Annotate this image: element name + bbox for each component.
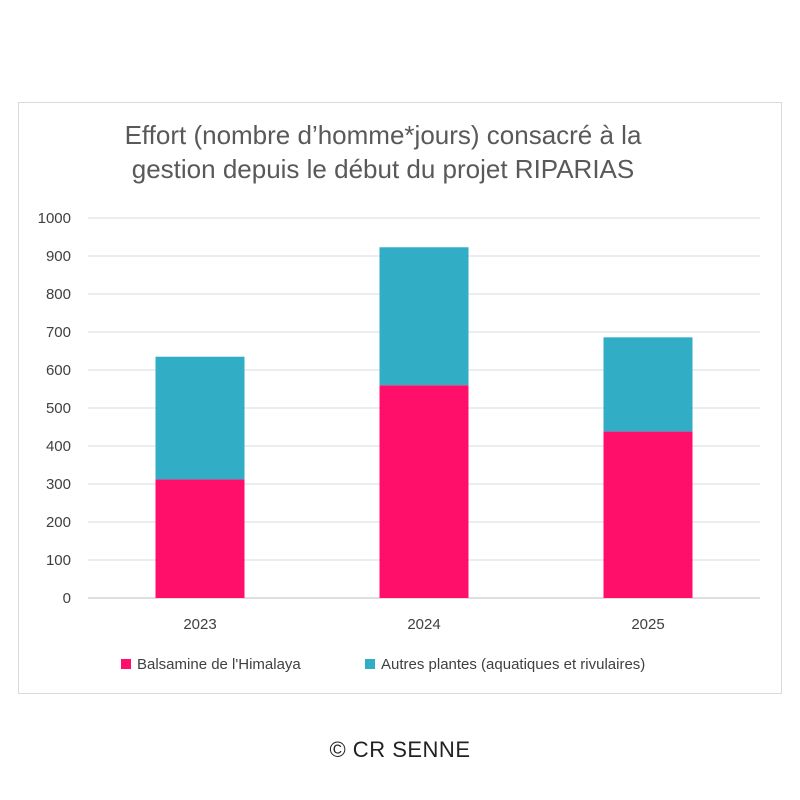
bar-2023-series-1 [155, 479, 245, 598]
y-tick-label: 200 [46, 514, 71, 531]
bar-2023-series-2 [155, 356, 245, 480]
y-tick-label: 0 [63, 590, 71, 607]
y-tick-label: 700 [46, 324, 71, 341]
legend-label-1: Balsamine de l'Himalaya [137, 656, 301, 673]
y-tick-label: 1000 [38, 210, 71, 227]
y-tick-label: 600 [46, 362, 71, 379]
bar-2025-series-1 [603, 431, 693, 598]
y-tick-label: 400 [46, 438, 71, 455]
legend-label-2: Autres plantes (aquatiques et rivulaires… [381, 656, 645, 673]
legend-swatch-1 [121, 659, 131, 669]
y-tick-label: 300 [46, 476, 71, 493]
y-tick-label: 100 [46, 552, 71, 569]
y-tick-label: 900 [46, 248, 71, 265]
copyright-credit: © CR SENNE [329, 737, 471, 762]
bar-2024-series-1 [379, 385, 469, 598]
chart-title-line-1: Effort (nombre d’homme*jours) consacré à… [124, 120, 642, 150]
chart-title: Effort (nombre d’homme*jours) consacré à… [0, 118, 800, 186]
y-tick-label: 500 [46, 400, 71, 417]
y-tick-label: 800 [46, 286, 71, 303]
x-tick-label: 2024 [407, 616, 440, 633]
bar-2025-series-2 [603, 337, 693, 432]
x-tick-label: 2025 [631, 616, 664, 633]
x-tick-label: 2023 [183, 616, 216, 633]
chart-title-line-2: gestion depuis le début du projet RIPARI… [131, 154, 635, 184]
legend-swatch-2 [365, 659, 375, 669]
bar-2024-series-2 [379, 247, 469, 386]
